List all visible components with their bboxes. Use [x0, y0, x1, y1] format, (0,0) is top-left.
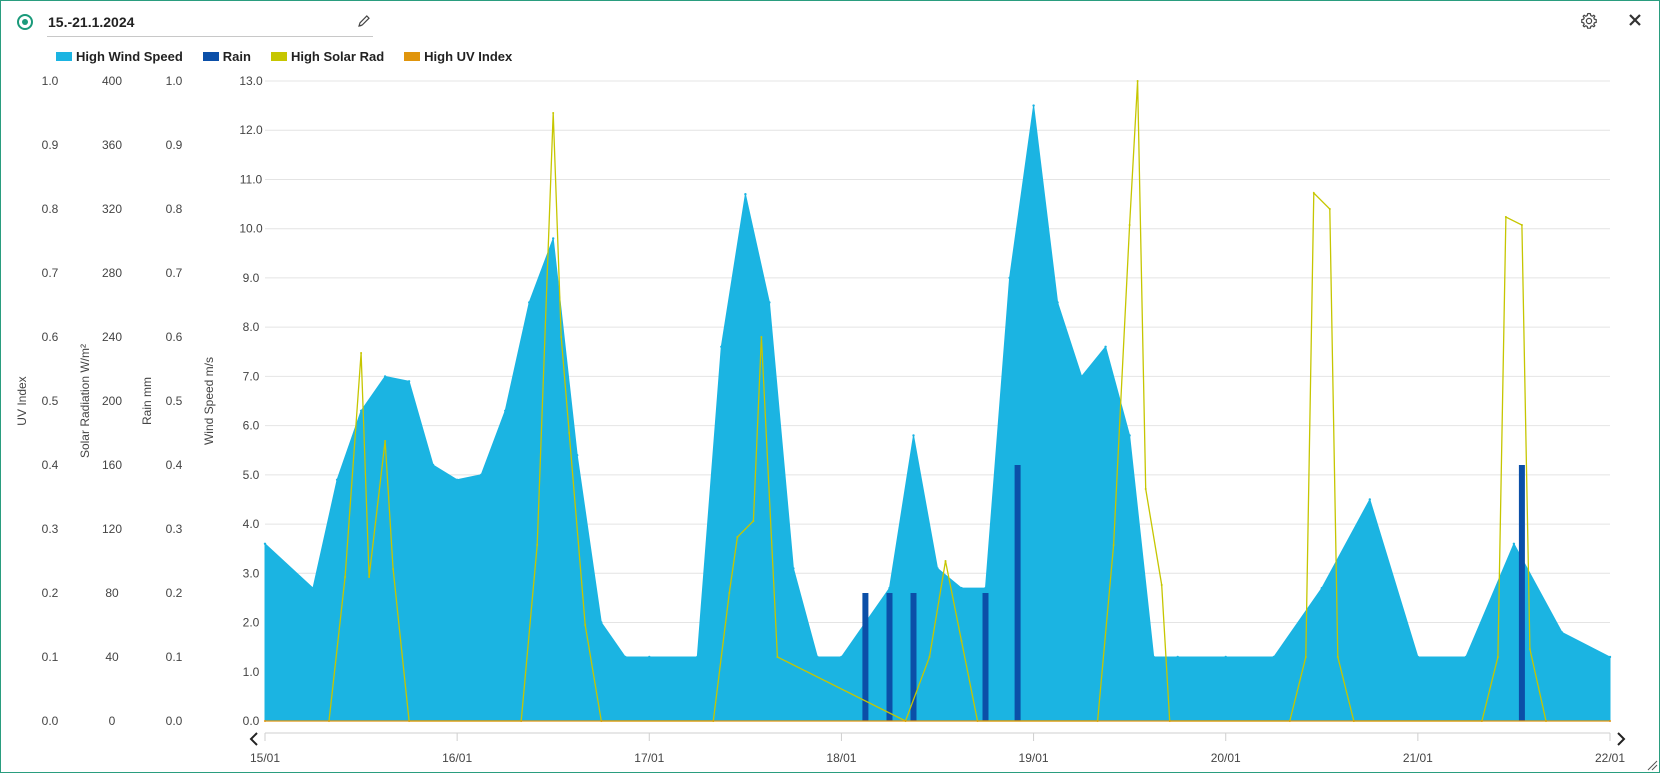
legend-label: Rain [222, 48, 251, 64]
legend-swatch [404, 51, 421, 61]
legend-item-rain[interactable]: Rain [202, 47, 251, 65]
pencil-icon[interactable] [357, 14, 371, 28]
gear-icon[interactable] [1580, 12, 1598, 30]
chart-legend: High Wind Speed Rain High Solar Rad High… [56, 47, 512, 65]
legend-swatch [202, 51, 219, 61]
legend-swatch [56, 51, 72, 61]
legend-label: High Solar Rad [290, 48, 385, 64]
resize-handle-icon[interactable] [1646, 759, 1658, 771]
chevron-right-icon[interactable] [1615, 731, 1627, 747]
legend-item-uv[interactable]: High UV Index [404, 47, 512, 65]
close-icon[interactable] [1628, 13, 1642, 27]
legend-label: High UV Index [424, 48, 513, 64]
legend-label: High Wind Speed [76, 48, 183, 64]
selected-radio-icon[interactable] [17, 14, 33, 30]
legend-item-wind[interactable]: High Wind Speed [56, 47, 183, 65]
header: 15.-21.1.2024 [0, 0, 1662, 44]
legend-swatch [270, 51, 287, 61]
chevron-left-icon[interactable] [248, 731, 260, 747]
legend-item-solar[interactable]: High Solar Rad [270, 47, 385, 65]
date-range-title[interactable]: 15.-21.1.2024 [48, 14, 135, 30]
title-underline [47, 36, 373, 37]
